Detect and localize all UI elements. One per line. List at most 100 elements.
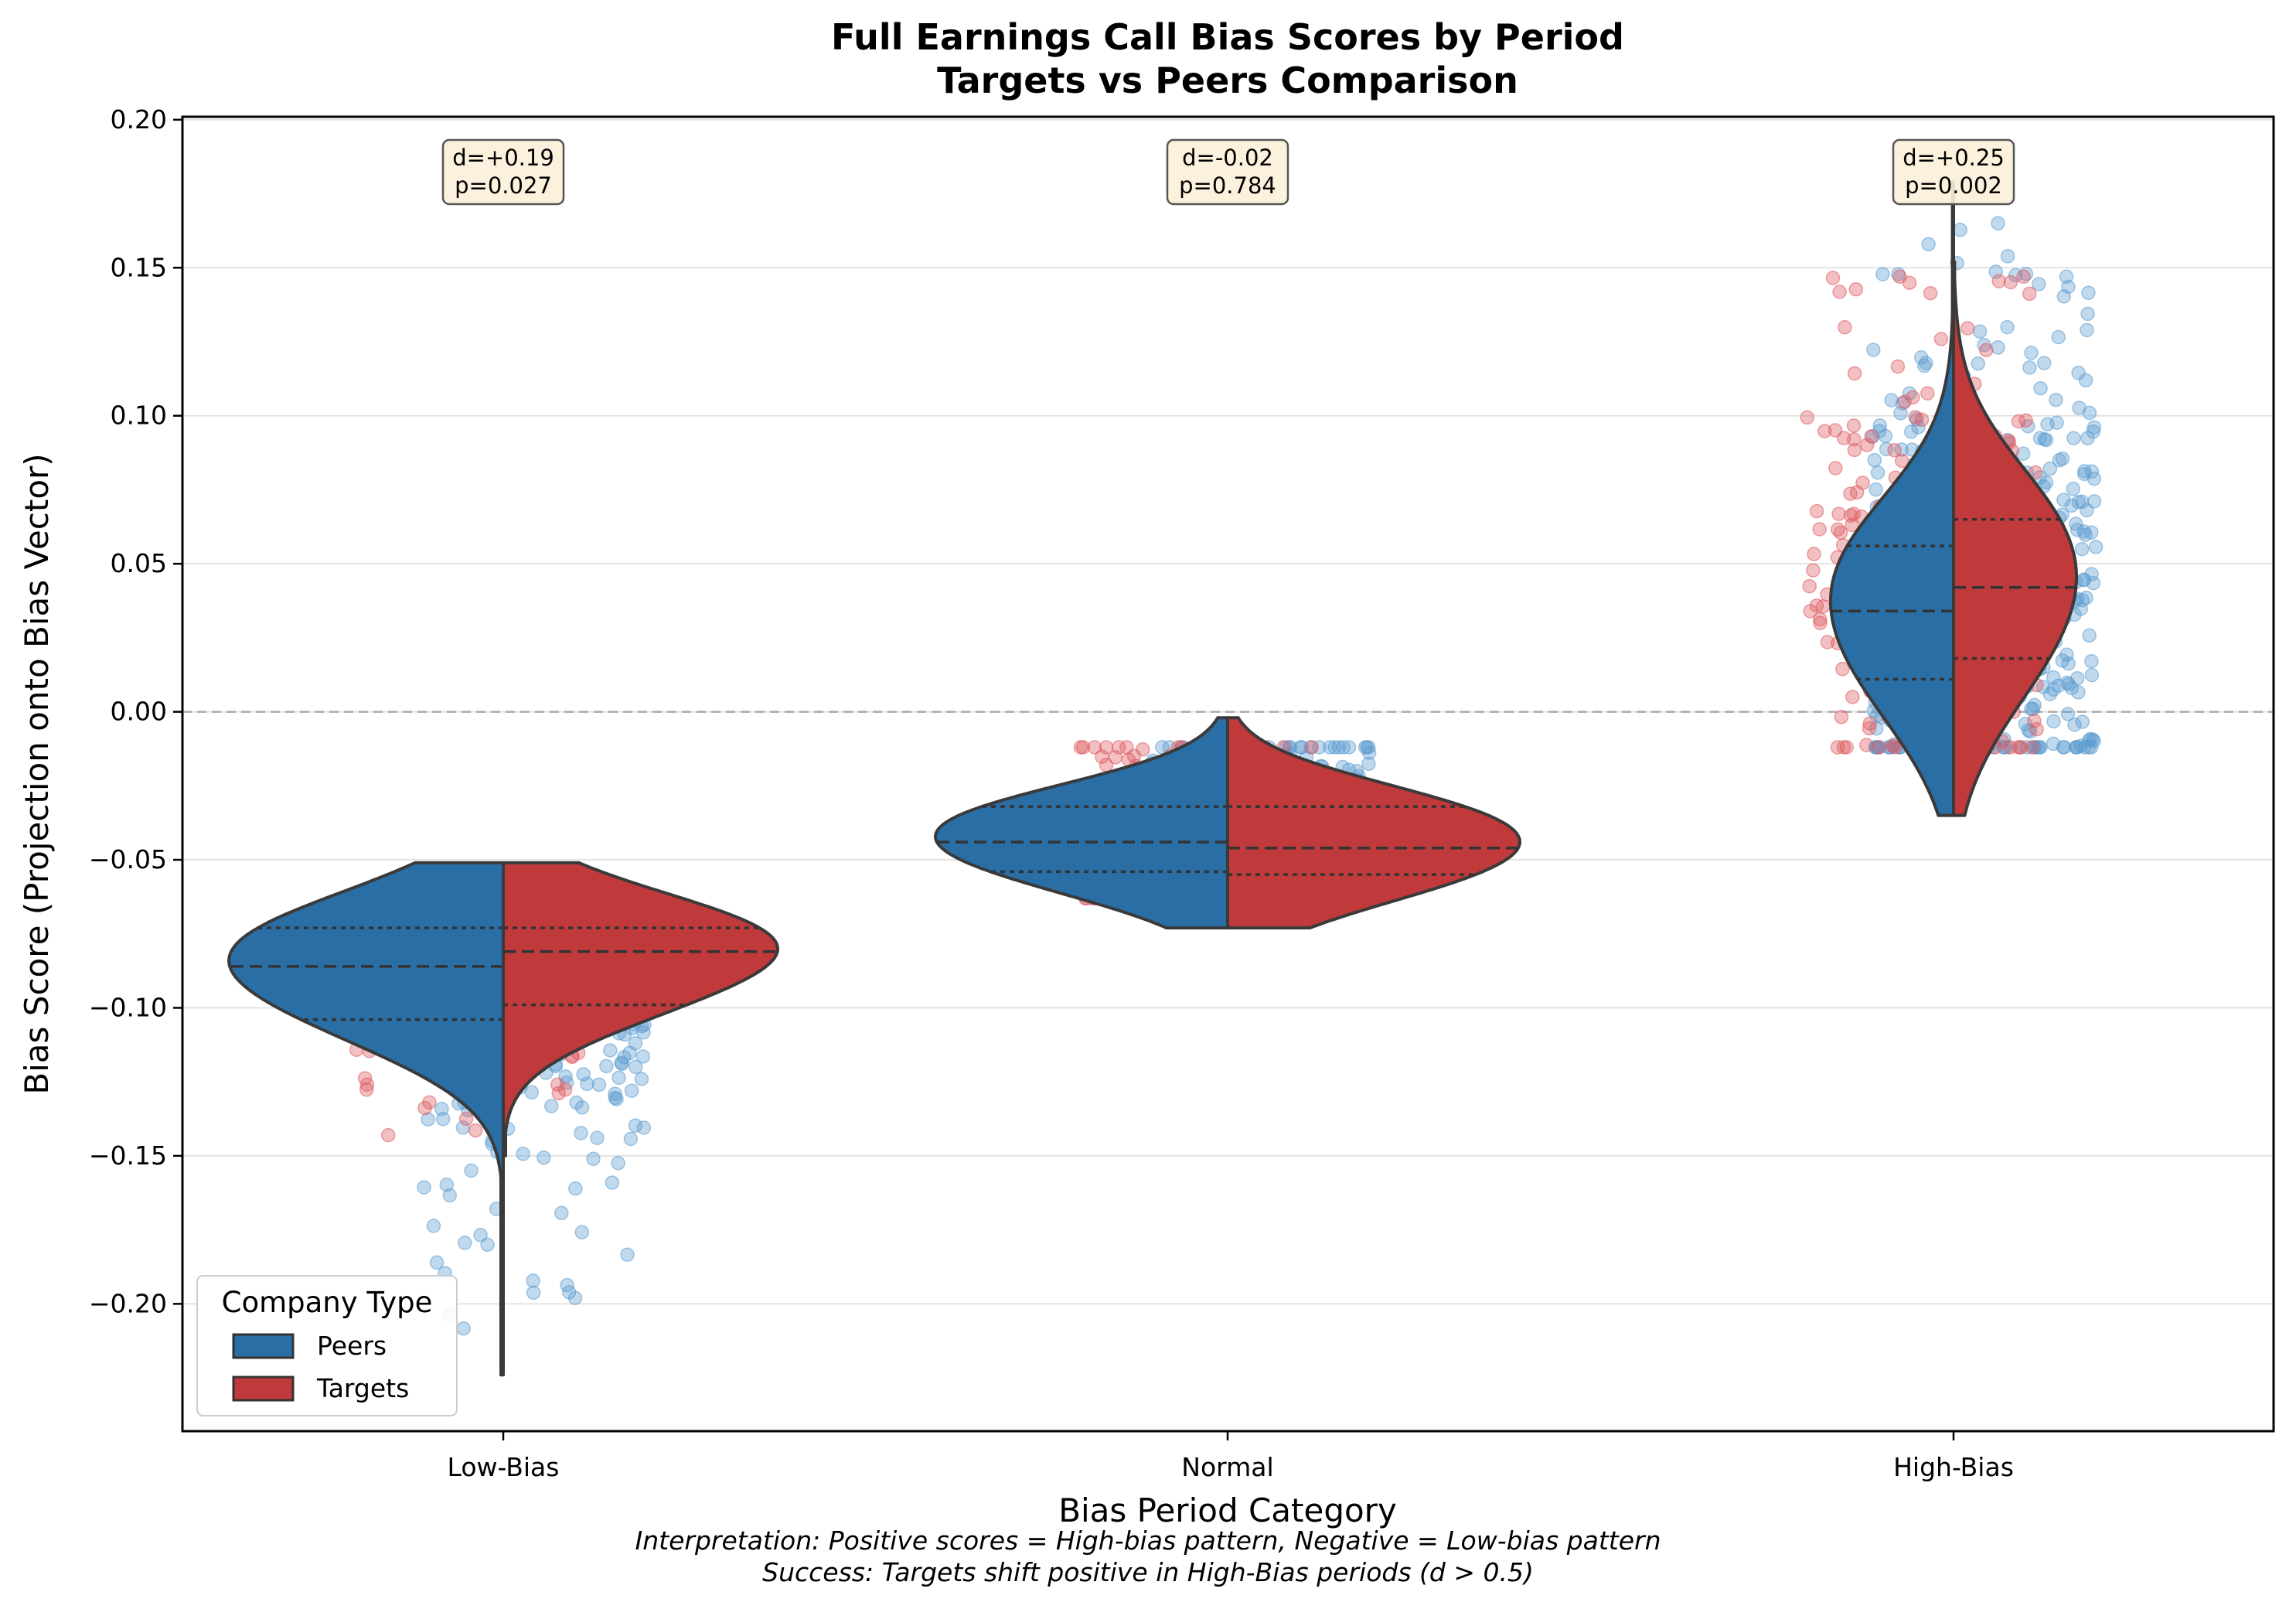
data-point (2011, 414, 2026, 429)
y-tick-label: −0.05 (89, 844, 167, 874)
y-tick-label: −0.10 (89, 992, 167, 1022)
data-point (1920, 386, 1935, 401)
data-point (1878, 428, 1893, 444)
data-point (569, 1095, 584, 1110)
annotation-p-value: p=0.784 (1179, 172, 1276, 199)
data-point (557, 1082, 573, 1097)
data-point (620, 1247, 635, 1262)
data-point (574, 1225, 590, 1239)
data-point (1923, 285, 1938, 301)
data-point (2080, 503, 2094, 518)
data-point (544, 1099, 559, 1113)
data-point (1864, 429, 1879, 444)
data-point (2033, 380, 2048, 396)
legend-swatch-peers (232, 1333, 295, 1359)
data-point (2013, 740, 2029, 755)
data-point (1868, 482, 1883, 497)
data-point (1906, 390, 1920, 405)
data-point (1848, 281, 1864, 297)
data-point (359, 1082, 374, 1097)
data-point (1991, 274, 2006, 288)
data-point (628, 1118, 643, 1133)
data-point (611, 1070, 626, 1086)
data-point (429, 1255, 445, 1270)
data-point (2084, 567, 2099, 581)
data-point (2071, 366, 2086, 380)
y-tick-label: −0.20 (89, 1288, 167, 1318)
legend-label-peers: Peers (317, 1331, 387, 1361)
chart-subtitle: Targets vs Peers Comparison (937, 60, 1518, 101)
annotation-p-value: p=0.002 (1905, 172, 2002, 199)
data-point (550, 1077, 565, 1093)
data-point (623, 1131, 639, 1147)
data-point (2003, 740, 2018, 755)
y-axis: 0.20 0.15 0.10 0.05 0.00 −0.05 −0.10 −0.15 −0.20 (89, 104, 182, 1318)
data-point (1312, 740, 1327, 755)
data-point (1304, 740, 1319, 755)
data-point (2042, 461, 2058, 476)
violin-peers-normal (934, 716, 1229, 930)
data-point (2084, 667, 2100, 683)
data-point (1813, 612, 1828, 627)
data-point (574, 1126, 588, 1140)
data-point (2018, 717, 2033, 731)
y-tick-label: 0.10 (111, 401, 167, 431)
data-point (608, 1086, 622, 1102)
data-point (2082, 628, 2097, 643)
data-point (2066, 431, 2081, 445)
data-point (2049, 392, 2063, 407)
x-axis-label: Bias Period Category (1058, 1491, 1397, 1529)
data-point (586, 1151, 601, 1167)
data-point (2064, 680, 2079, 696)
data-point (1846, 418, 1862, 433)
data-point (1953, 223, 1967, 237)
data-point (458, 1236, 472, 1250)
data-point (2039, 475, 2054, 490)
legend-swatch-targets (232, 1375, 295, 1402)
legend: Company Type Peers Targets (196, 1275, 458, 1416)
data-point (2080, 306, 2095, 322)
data-point (580, 1076, 594, 1092)
data-point (2061, 279, 2076, 295)
data-point (1361, 756, 1376, 772)
data-point (2025, 740, 2040, 755)
legend-label-targets: Targets (316, 1373, 409, 1403)
violin-targets-low-bias (502, 861, 779, 1157)
data-point (2060, 707, 2076, 721)
y-tick-label: 0.15 (111, 252, 167, 282)
data-point (2032, 277, 2046, 291)
x-axis: Low-Bias Normal High-Bias (448, 1431, 2014, 1482)
data-point (1099, 740, 1114, 755)
data-point (1828, 461, 1843, 476)
data-point (554, 1205, 569, 1221)
data-point (380, 1127, 396, 1143)
data-point (1820, 635, 1835, 649)
data-point (1825, 271, 1841, 285)
y-tick-label: −0.15 (89, 1140, 167, 1171)
data-point (1831, 506, 1846, 521)
data-point (1111, 740, 1126, 755)
data-point (464, 1163, 479, 1178)
data-point (1849, 485, 1865, 500)
annotation-box (1892, 138, 2015, 206)
data-point (1886, 738, 1901, 753)
data-point (1803, 604, 1817, 619)
data-point (1817, 424, 1832, 438)
data-point (2059, 647, 2074, 662)
data-point (2072, 401, 2086, 415)
data-point (2024, 346, 2039, 360)
data-point (1891, 267, 1906, 281)
data-point (1887, 443, 1902, 458)
data-point (603, 1043, 618, 1058)
data-point (1862, 721, 1877, 736)
data-point (1331, 740, 1347, 755)
data-point (435, 1111, 451, 1127)
data-point (635, 1049, 651, 1064)
data-point (2076, 524, 2091, 539)
data-point (2077, 464, 2092, 479)
data-point (605, 1175, 620, 1190)
data-point (2015, 446, 2031, 461)
data-point (1813, 615, 1828, 631)
y-axis-label: Bias Score (Projection onto Bias Vector) (18, 453, 56, 1094)
